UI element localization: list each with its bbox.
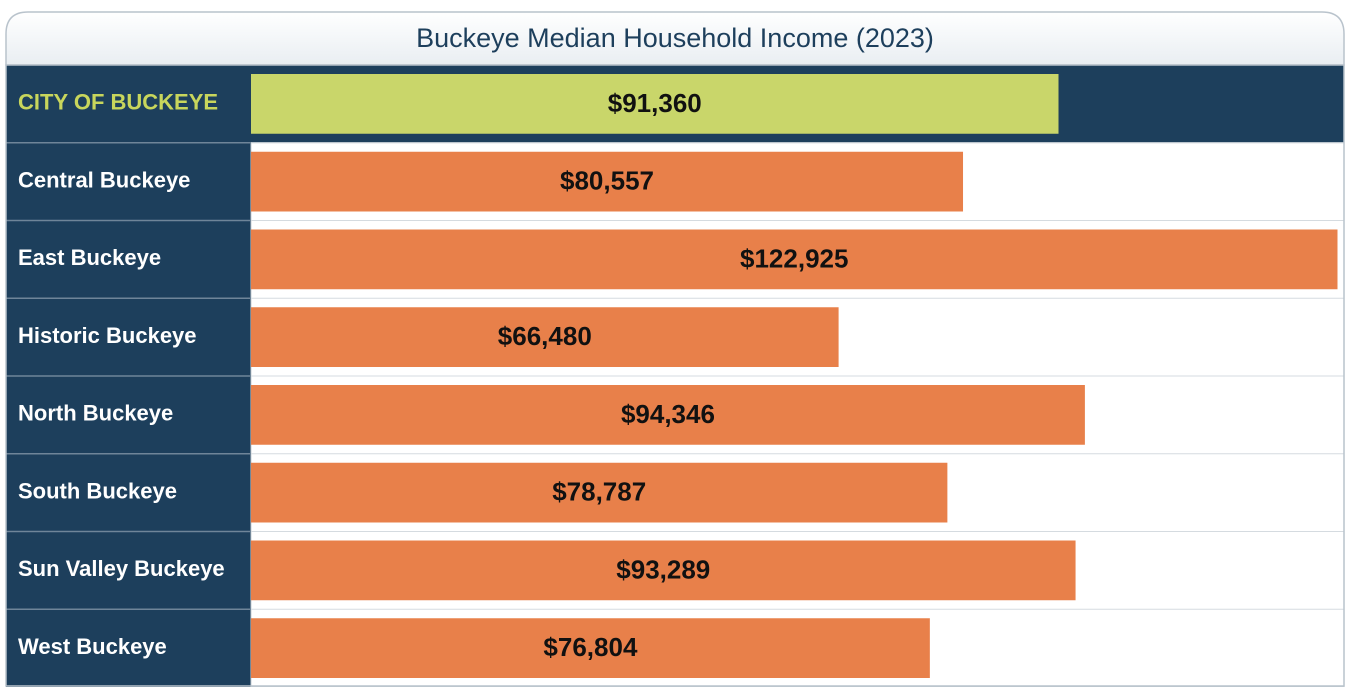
category-label: West Buckeye [18,634,167,659]
chart-title: Buckeye Median Household Income (2023) [416,23,934,53]
value-label: $80,557 [560,166,654,196]
bar [251,229,1338,290]
title-box [5,11,1345,66]
value-label: $122,925 [740,243,848,273]
chart-border [5,64,1345,687]
bar [251,618,930,678]
category-label: Central Buckeye [18,167,190,192]
category-label: South Buckeye [18,478,177,503]
category-label: Sun Valley Buckeye [18,556,225,581]
bar [251,462,948,523]
bar [251,74,1059,134]
value-label: $66,480 [498,321,592,351]
value-label: $94,346 [621,399,715,429]
bar [251,307,839,367]
bar [251,385,1085,445]
value-label: $78,787 [552,477,646,507]
category-label: North Buckeye [18,401,173,426]
category-label: Historic Buckeye [18,323,197,348]
category-label: CITY OF BUCKEYE [18,90,218,115]
bar [251,151,964,212]
category-label: East Buckeye [18,245,161,270]
value-label: $93,289 [616,554,710,584]
bar [251,540,1076,601]
value-label: $91,360 [608,88,702,118]
value-label: $76,804 [543,632,638,662]
